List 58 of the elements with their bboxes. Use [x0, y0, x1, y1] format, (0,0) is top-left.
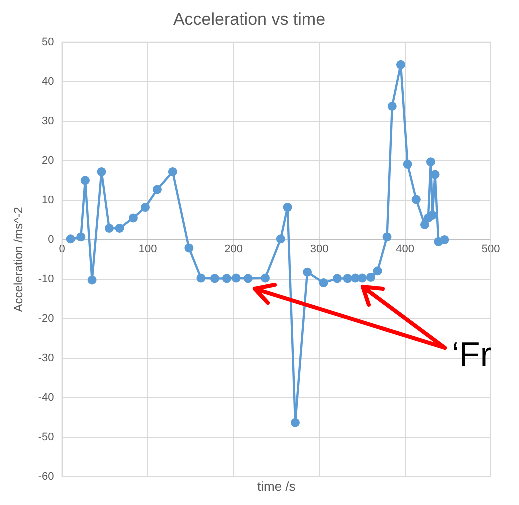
y-tick-label: -20 [38, 312, 54, 325]
point [244, 274, 253, 284]
point [403, 160, 412, 169]
point [343, 274, 352, 284]
x-tick-label: 0 [59, 244, 66, 256]
y-tick-label: 10 [42, 194, 54, 206]
point [319, 278, 328, 288]
x-tick-label: 400 [396, 244, 414, 256]
point [283, 203, 292, 212]
chart-title: Acceleration vs time [173, 10, 326, 29]
y-tick-label: 50 [42, 36, 54, 48]
point [303, 268, 312, 277]
point [128, 214, 138, 223]
point [388, 102, 397, 111]
point [168, 167, 178, 176]
point [76, 232, 86, 242]
point [66, 234, 76, 244]
point [232, 274, 241, 283]
point [115, 224, 124, 233]
y-axis-title: Acceleration /ms^-2 [12, 206, 26, 312]
x-tick-label: 300 [310, 244, 329, 256]
point [291, 418, 300, 428]
point [333, 274, 342, 284]
annotation: ‘Fr [452, 336, 492, 375]
x-axis-title: time /s [258, 479, 296, 494]
point [366, 272, 376, 282]
y-tick-label: 40 [42, 76, 54, 88]
y-tick-label: 0 [48, 234, 54, 246]
point [196, 274, 206, 283]
point [382, 232, 392, 242]
point [426, 158, 436, 167]
point [420, 220, 430, 230]
x-tick-label: 100 [138, 244, 158, 256]
y-tick-label: -10 [38, 273, 54, 286]
y-tick-label: 30 [42, 115, 54, 128]
point [152, 185, 162, 194]
point [358, 274, 367, 283]
point [396, 60, 406, 70]
y-tick-label: -60 [38, 471, 54, 484]
point [97, 167, 106, 176]
point [88, 276, 97, 285]
y-tick-label: 20 [42, 154, 54, 167]
point [140, 203, 150, 212]
point [80, 176, 90, 186]
point [184, 244, 194, 253]
y-tick-label: -50 [38, 432, 54, 444]
y-tick-label: -40 [38, 392, 54, 404]
point [440, 235, 450, 244]
point [412, 195, 421, 204]
y-tick-label: -30 [38, 352, 54, 365]
point [210, 274, 220, 284]
x-tick-label: 200 [224, 244, 243, 256]
point [276, 234, 286, 244]
point [222, 274, 232, 284]
point [104, 224, 114, 233]
point [373, 266, 382, 276]
point [261, 274, 270, 283]
x-tick-label: 500 [482, 244, 500, 256]
